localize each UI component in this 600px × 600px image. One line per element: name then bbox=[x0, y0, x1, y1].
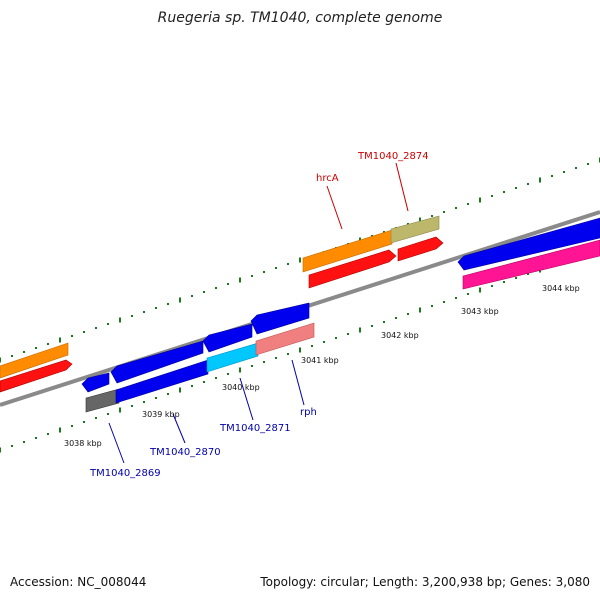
scale-label-3044: 3044 kbp bbox=[542, 284, 580, 293]
gene-feature-rph[interactable] bbox=[250, 302, 310, 335]
gene-feature-blue-long[interactable] bbox=[115, 359, 209, 404]
scale-labels: 3038 kbp 3039 kbp 3040 kbp 3041 kbp 3042… bbox=[64, 284, 580, 448]
scale-label-3043: 3043 kbp bbox=[461, 307, 499, 316]
label-leaders bbox=[108, 162, 409, 464]
gene-label-TM1040-2871[interactable]: TM1040_2871 bbox=[219, 423, 291, 434]
gene-label-TM1040-2870[interactable]: TM1040_2870 bbox=[149, 447, 221, 458]
gene-labels: hrcA TM1040_2874 TM1040_2869 TM1040_2870… bbox=[89, 151, 429, 479]
leader-hrcA bbox=[326, 185, 343, 230]
gene-feature-red-left[interactable] bbox=[0, 359, 73, 393]
gene-feature-TM1040-2870-a[interactable] bbox=[110, 340, 204, 384]
gene-feature-cyan[interactable] bbox=[206, 342, 259, 373]
scale-label-3042: 3042 kbp bbox=[381, 331, 419, 340]
leader-TM1040-2869 bbox=[108, 422, 125, 464]
reverse-features bbox=[81, 217, 600, 413]
gene-feature-magenta[interactable] bbox=[462, 239, 600, 290]
gene-feature-TM1040-2874[interactable] bbox=[390, 215, 440, 244]
scale-label-3039: 3039 kbp bbox=[142, 410, 180, 419]
gene-label-TM1040-2869[interactable]: TM1040_2869 bbox=[89, 468, 161, 479]
gene-feature-red-mid[interactable] bbox=[308, 249, 397, 289]
leader-TM1040-2871 bbox=[239, 377, 254, 421]
leader-rph bbox=[291, 359, 305, 406]
gene-label-rph[interactable]: rph bbox=[300, 407, 317, 418]
gene-feature-orange-left[interactable] bbox=[0, 342, 69, 379]
scale-label-3041: 3041 kbp bbox=[301, 356, 339, 365]
genome-summary-text: Topology: circular; Length: 3,200,938 bp… bbox=[260, 575, 590, 589]
gene-feature-TM1040-2869[interactable] bbox=[81, 372, 110, 393]
leader-TM1040-2870 bbox=[172, 413, 186, 444]
gene-feature-salmon[interactable] bbox=[255, 322, 315, 356]
gene-feature-hrcA[interactable] bbox=[302, 229, 393, 273]
gene-feature-red-right[interactable] bbox=[397, 236, 444, 262]
leader-TM1040-2874 bbox=[395, 162, 409, 212]
scale-label-3040: 3040 kbp bbox=[222, 383, 260, 392]
gene-feature-TM1040-2871[interactable] bbox=[202, 323, 253, 353]
gene-label-hrcA[interactable]: hrcA bbox=[316, 173, 339, 184]
map-title: Ruegeria sp. TM1040, complete genome bbox=[157, 10, 443, 26]
gene-feature-gray[interactable] bbox=[85, 388, 120, 413]
scale-label-3038: 3038 kbp bbox=[64, 439, 102, 448]
gene-feature-blue-right[interactable] bbox=[457, 217, 600, 271]
forward-features bbox=[0, 215, 444, 393]
accession-text: Accession: NC_008044 bbox=[10, 575, 147, 589]
gene-label-TM1040-2874[interactable]: TM1040_2874 bbox=[357, 151, 429, 162]
